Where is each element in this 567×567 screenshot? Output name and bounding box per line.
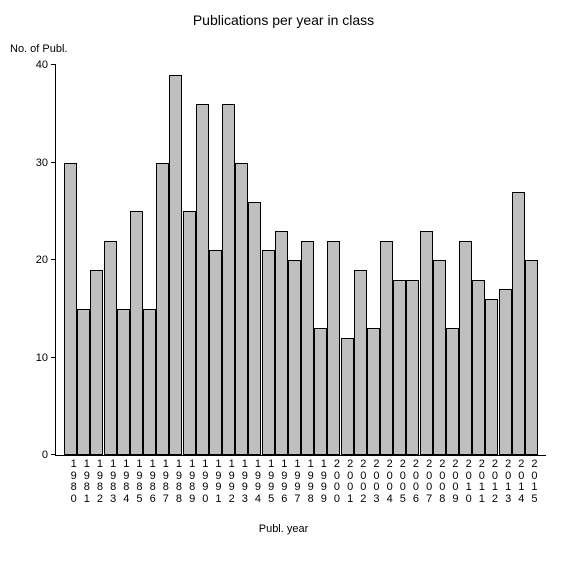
xtick-label: 1 9 9 0: [202, 455, 203, 505]
xtick-label: 1 9 9 6: [281, 455, 282, 505]
bar: [90, 270, 103, 455]
bar: [433, 260, 446, 455]
xtick-label: 2 0 0 3: [373, 455, 374, 505]
ytick-label: 20: [36, 254, 56, 266]
xtick-label: 1 9 8 1: [84, 455, 85, 505]
xtick-label: 2 0 0 0: [334, 455, 335, 505]
xtick-label: 2 0 0 6: [413, 455, 414, 505]
xtick-label: 1 9 9 3: [242, 455, 243, 505]
xtick-label: 2 0 1 2: [492, 455, 493, 505]
bar: [209, 250, 222, 455]
xtick-label: 2 0 0 8: [439, 455, 440, 505]
xtick-label: 1 9 8 0: [71, 455, 72, 505]
chart-title: Publications per year in class: [0, 12, 567, 28]
chart-container: Publications per year in class No. of Pu…: [0, 0, 567, 567]
bar: [183, 211, 196, 455]
bar: [169, 75, 182, 455]
xtick-label: 2 0 1 5: [531, 455, 532, 505]
plot-area: 0102030401 9 8 01 9 8 11 9 8 21 9 8 31 9…: [55, 65, 546, 456]
xtick-label: 2 0 0 9: [452, 455, 453, 505]
xtick-label: 1 9 9 2: [229, 455, 230, 505]
bar: [420, 231, 433, 455]
bar: [77, 309, 90, 455]
bar: [64, 163, 77, 456]
bar: [288, 260, 301, 455]
bar: [406, 280, 419, 456]
xtick-label: 2 0 1 0: [466, 455, 467, 505]
xtick-label: 1 9 9 9: [321, 455, 322, 505]
bar: [499, 289, 512, 455]
ytick-label: 30: [36, 157, 56, 169]
bar: [222, 104, 235, 455]
bar: [446, 328, 459, 455]
bar: [341, 338, 354, 455]
xtick-label: 2 0 0 4: [387, 455, 388, 505]
bar: [248, 202, 261, 456]
xtick-label: 1 9 8 4: [123, 455, 124, 505]
y-axis-label: No. of Publ.: [10, 43, 67, 55]
xtick-label: 1 9 8 6: [150, 455, 151, 505]
bar: [143, 309, 156, 455]
bar: [393, 280, 406, 456]
xtick-label: 1 9 9 4: [255, 455, 256, 505]
xtick-label: 1 9 9 8: [308, 455, 309, 505]
xtick-label: 1 9 8 8: [176, 455, 177, 505]
bar: [275, 231, 288, 455]
xtick-label: 2 0 0 7: [426, 455, 427, 505]
xtick-label: 1 9 8 9: [189, 455, 190, 505]
xtick-label: 1 9 9 1: [215, 455, 216, 505]
bar: [472, 280, 485, 456]
xtick-label: 2 0 0 1: [347, 455, 348, 505]
ytick-label: 40: [36, 59, 56, 71]
bar: [367, 328, 380, 455]
bar: [262, 250, 275, 455]
bar: [354, 270, 367, 455]
xtick-label: 1 9 8 2: [97, 455, 98, 505]
ytick-label: 10: [36, 352, 56, 364]
bar: [380, 241, 393, 456]
bar: [314, 328, 327, 455]
xtick-label: 2 0 1 4: [518, 455, 519, 505]
bar: [525, 260, 538, 455]
xtick-label: 1 9 9 7: [294, 455, 295, 505]
xtick-label: 2 0 0 2: [360, 455, 361, 505]
bar: [117, 309, 130, 455]
bar: [156, 163, 169, 456]
bar: [235, 163, 248, 456]
xtick-label: 1 9 8 5: [136, 455, 137, 505]
xtick-label: 1 9 9 5: [268, 455, 269, 505]
bar: [196, 104, 209, 455]
xtick-label: 2 0 1 3: [505, 455, 506, 505]
bar: [104, 241, 117, 456]
bar: [327, 241, 340, 456]
ytick-label: 0: [42, 449, 56, 461]
xtick-label: 1 9 8 7: [163, 455, 164, 505]
bar: [301, 241, 314, 456]
xtick-label: 2 0 0 5: [400, 455, 401, 505]
x-axis-label: Publ. year: [0, 523, 567, 535]
bar: [485, 299, 498, 455]
bar: [512, 192, 525, 455]
xtick-label: 2 0 1 1: [479, 455, 480, 505]
bar: [459, 241, 472, 456]
bar: [130, 211, 143, 455]
xtick-label: 1 9 8 3: [110, 455, 111, 505]
